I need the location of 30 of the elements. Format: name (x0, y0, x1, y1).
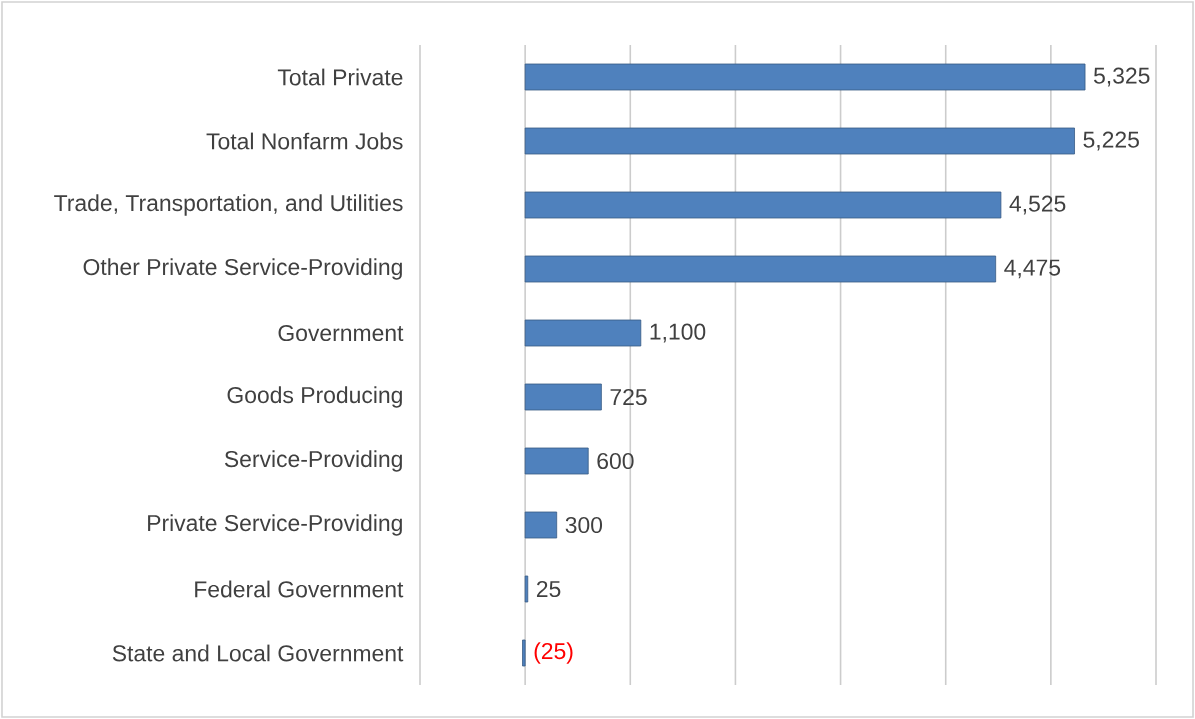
data-label: 1,100 (650, 323, 706, 343)
bar (524, 511, 558, 539)
data-label: 25 (536, 580, 561, 598)
data-label: 4,475 (1004, 259, 1061, 279)
data-label: 725 (610, 388, 647, 406)
y-tick-label: Service-Providing (224, 450, 402, 472)
data-label: 600 (597, 452, 634, 470)
bar (524, 63, 1086, 91)
bar (524, 191, 1002, 219)
data-label: (25) (534, 642, 573, 664)
bar (522, 639, 526, 667)
bar (524, 575, 529, 603)
y-tick-label: Total Nonfarm Jobs (206, 132, 403, 150)
y-tick-label: Total Private (277, 68, 403, 86)
bar (524, 319, 642, 347)
bar (524, 127, 1075, 155)
y-tick-label: Trade, Transportation, and Utilities (54, 194, 403, 216)
bar (524, 255, 997, 283)
y-tick-label: Government (278, 324, 404, 342)
bar (524, 447, 589, 475)
data-label: 5,325 (1093, 67, 1150, 87)
data-label: 300 (565, 516, 603, 534)
y-tick-label: State and Local Government (112, 644, 404, 662)
bar (524, 383, 602, 411)
y-tick-label: Other Private Service-Providing (83, 258, 402, 280)
y-tick-label: Federal Government (195, 580, 404, 598)
data-label: 4,525 (1009, 195, 1066, 215)
y-tick-label: Goods Producing (227, 386, 402, 408)
y-tick-label: Private Service-Providing (148, 514, 402, 536)
data-label: 5,225 (1083, 131, 1139, 151)
